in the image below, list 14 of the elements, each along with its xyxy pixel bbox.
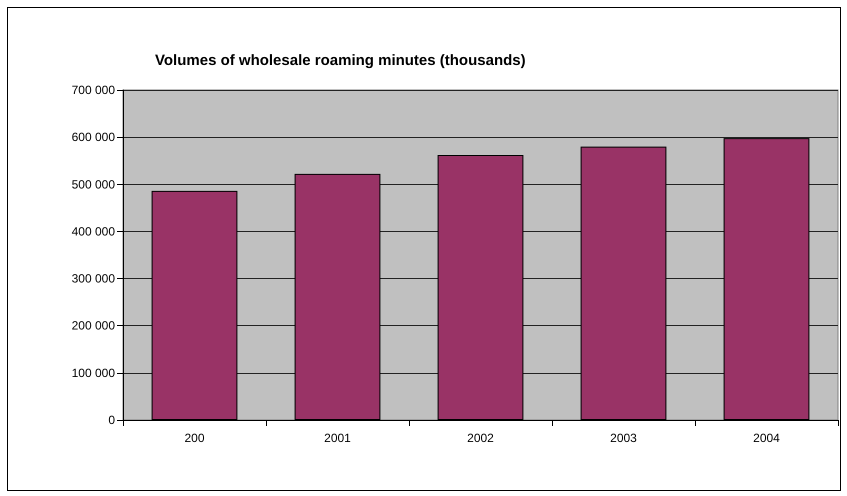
x-tick-label: 200 [184,431,205,445]
x-tick-label: 2002 [467,431,494,445]
y-tick-label: 500 000 [72,177,116,192]
x-tick-label: 2004 [753,431,780,445]
y-tick-label: 0 [108,413,116,427]
y-tick-label: 600 000 [72,130,116,144]
y-tick-label: 100 000 [72,366,116,380]
y-tick-label: 200 000 [72,318,116,333]
y-tick-label: 700 000 [72,83,116,97]
x-tick-label: 2001 [324,431,352,445]
x-tick-label: 2003 [610,431,638,445]
y-tick-label: 300 000 [72,272,116,286]
y-tick-label: 400 000 [72,224,116,238]
chart-title: Volumes of wholesale roaming minutes (thousands) [155,52,526,69]
